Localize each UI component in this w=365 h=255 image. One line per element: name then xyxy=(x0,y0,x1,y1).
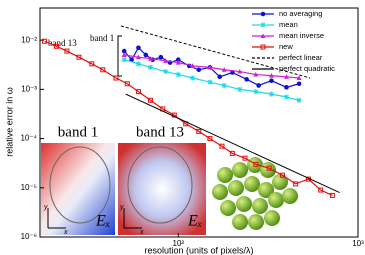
legend-marker xyxy=(260,11,266,17)
y-axis-title: relative error in ω xyxy=(4,87,14,157)
plot-frame xyxy=(39,7,359,238)
data-point xyxy=(175,57,181,63)
data-point xyxy=(318,187,324,193)
data-point xyxy=(296,75,302,81)
data-point xyxy=(89,61,95,67)
inset-band-1 xyxy=(41,143,115,235)
data-point xyxy=(147,56,153,61)
series-line xyxy=(125,93,340,194)
y-tick-label: 10⁻³ xyxy=(21,84,37,93)
data-point xyxy=(284,85,289,90)
data-point xyxy=(190,63,196,68)
data-point xyxy=(143,52,149,58)
data-point xyxy=(296,81,302,87)
field-label: Eₓ xyxy=(187,213,202,230)
data-point xyxy=(53,43,59,49)
data-point xyxy=(237,86,243,92)
field-label: Eₓ xyxy=(95,213,110,230)
data-point xyxy=(329,192,335,198)
data-point xyxy=(269,78,274,83)
data-point xyxy=(268,73,274,78)
data-point xyxy=(207,79,213,85)
data-point xyxy=(244,77,249,82)
data-point xyxy=(175,72,181,78)
data-point xyxy=(113,75,119,81)
data-point xyxy=(237,68,243,74)
data-point xyxy=(147,64,153,70)
data-point xyxy=(121,52,127,57)
data-point xyxy=(268,91,274,97)
data-point xyxy=(175,59,181,65)
data-point xyxy=(100,67,106,73)
data-point xyxy=(283,94,289,100)
y-tick-label: 10⁻⁴ xyxy=(20,134,37,143)
y-tick-label: 10⁻⁵ xyxy=(21,183,37,192)
data-point xyxy=(253,89,259,95)
data-point xyxy=(266,165,272,171)
annotation: band 13 xyxy=(48,38,77,48)
data-point xyxy=(279,172,285,178)
data-point xyxy=(207,64,213,70)
data-point xyxy=(136,45,141,51)
inset-axis-label: y xyxy=(119,204,124,211)
sphere-cluster xyxy=(212,157,298,230)
data-point xyxy=(76,54,82,60)
data-point xyxy=(221,82,227,88)
legend-label: new xyxy=(279,42,293,51)
inset-axis-label: x xyxy=(63,229,68,236)
legend-label: perfect linear xyxy=(279,53,323,62)
series-line xyxy=(120,25,311,79)
series-line xyxy=(44,40,333,196)
data-point xyxy=(253,161,259,167)
data-point xyxy=(221,67,227,72)
legend-marker xyxy=(260,22,266,28)
data-point xyxy=(256,83,261,88)
data-point xyxy=(135,61,141,67)
inset-title: band 1 xyxy=(58,124,98,140)
data-point xyxy=(158,54,164,60)
inset-axis-label: y xyxy=(43,204,48,211)
data-point xyxy=(163,58,169,63)
legend-label: no averaging xyxy=(279,9,322,18)
data-point xyxy=(64,48,70,54)
data-point xyxy=(217,74,223,80)
data-point xyxy=(147,97,153,103)
data-point xyxy=(296,97,302,103)
data-point xyxy=(293,181,299,187)
inset-axis-label: x xyxy=(139,229,144,236)
legend-label: mean inverse xyxy=(279,31,324,40)
data-point xyxy=(253,71,259,77)
data-point xyxy=(41,38,47,44)
x-tick-label: 10² xyxy=(173,239,185,248)
inset-title: band 13 xyxy=(136,124,184,140)
data-point xyxy=(121,57,127,63)
data-point xyxy=(196,67,202,73)
legend-marker xyxy=(260,33,266,38)
data-point xyxy=(190,75,196,81)
data-point xyxy=(121,48,127,54)
annotation: band 1 xyxy=(90,33,114,43)
data-point xyxy=(242,155,248,161)
data-point xyxy=(219,143,225,149)
data-point xyxy=(196,128,202,134)
bracket xyxy=(117,35,122,77)
legend-label: perfect quadratic xyxy=(279,64,335,73)
data-point xyxy=(129,57,134,63)
x-axis-title: resolution (units of pixels/λ) xyxy=(144,245,253,255)
data-point xyxy=(207,136,213,142)
inset-band-13 xyxy=(118,143,206,235)
data-point xyxy=(135,89,141,95)
x-tick-label: 10³ xyxy=(352,239,364,248)
y-tick-label: 10⁻² xyxy=(21,35,37,44)
legend-label: mean xyxy=(279,20,298,29)
legend-marker xyxy=(260,44,266,50)
data-point xyxy=(283,74,289,79)
data-point xyxy=(229,150,235,156)
y-tick-label: 10⁻⁶ xyxy=(21,232,37,241)
data-point xyxy=(135,54,141,60)
data-point xyxy=(163,69,169,75)
data-point xyxy=(124,81,130,87)
